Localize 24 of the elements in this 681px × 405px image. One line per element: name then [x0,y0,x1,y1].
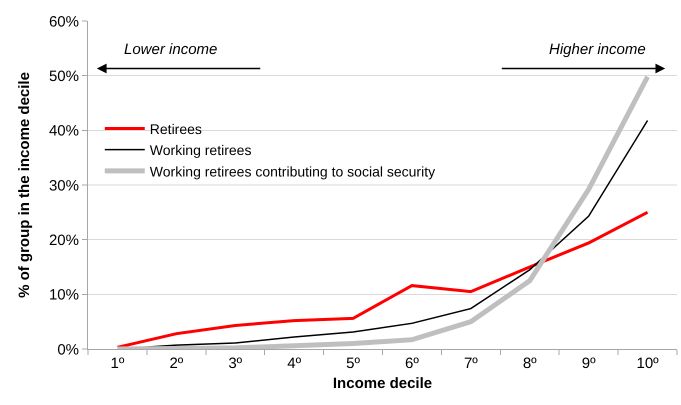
x-tick-label: 6º [405,355,420,372]
y-tick-label: 0% [57,341,79,358]
y-tick-label: 60% [48,13,79,30]
y-axis-title: % of group in the income decile [16,72,34,298]
legend-label: Retirees [150,120,202,137]
x-tick-label: 5º [346,355,360,372]
y-tick-label: 10% [48,286,79,304]
x-tick-label: 9º [582,355,596,372]
x-tick-label: 7º [464,355,478,372]
x-tick-label: 8º [522,355,538,372]
y-tick-label: 30% [48,177,79,194]
x-tick-label: 3º [228,355,243,372]
legend-label: Working retirees contributing to social security [150,163,436,180]
x-tick-label: 1º [110,355,125,372]
x-tick-label: 4º [287,355,302,372]
annotation: Lower income [124,41,218,58]
legend-label: Working retirees [150,142,252,158]
x-tick-label: 2º [169,355,184,372]
x-axis-title: Income decile [332,375,432,392]
y-tick-label: 50% [48,68,79,85]
x-tick-label: 10º [636,355,660,372]
annotation: Higher income [549,41,646,58]
y-tick-label: 20% [48,232,79,249]
y-tick-label: 40% [48,122,79,140]
